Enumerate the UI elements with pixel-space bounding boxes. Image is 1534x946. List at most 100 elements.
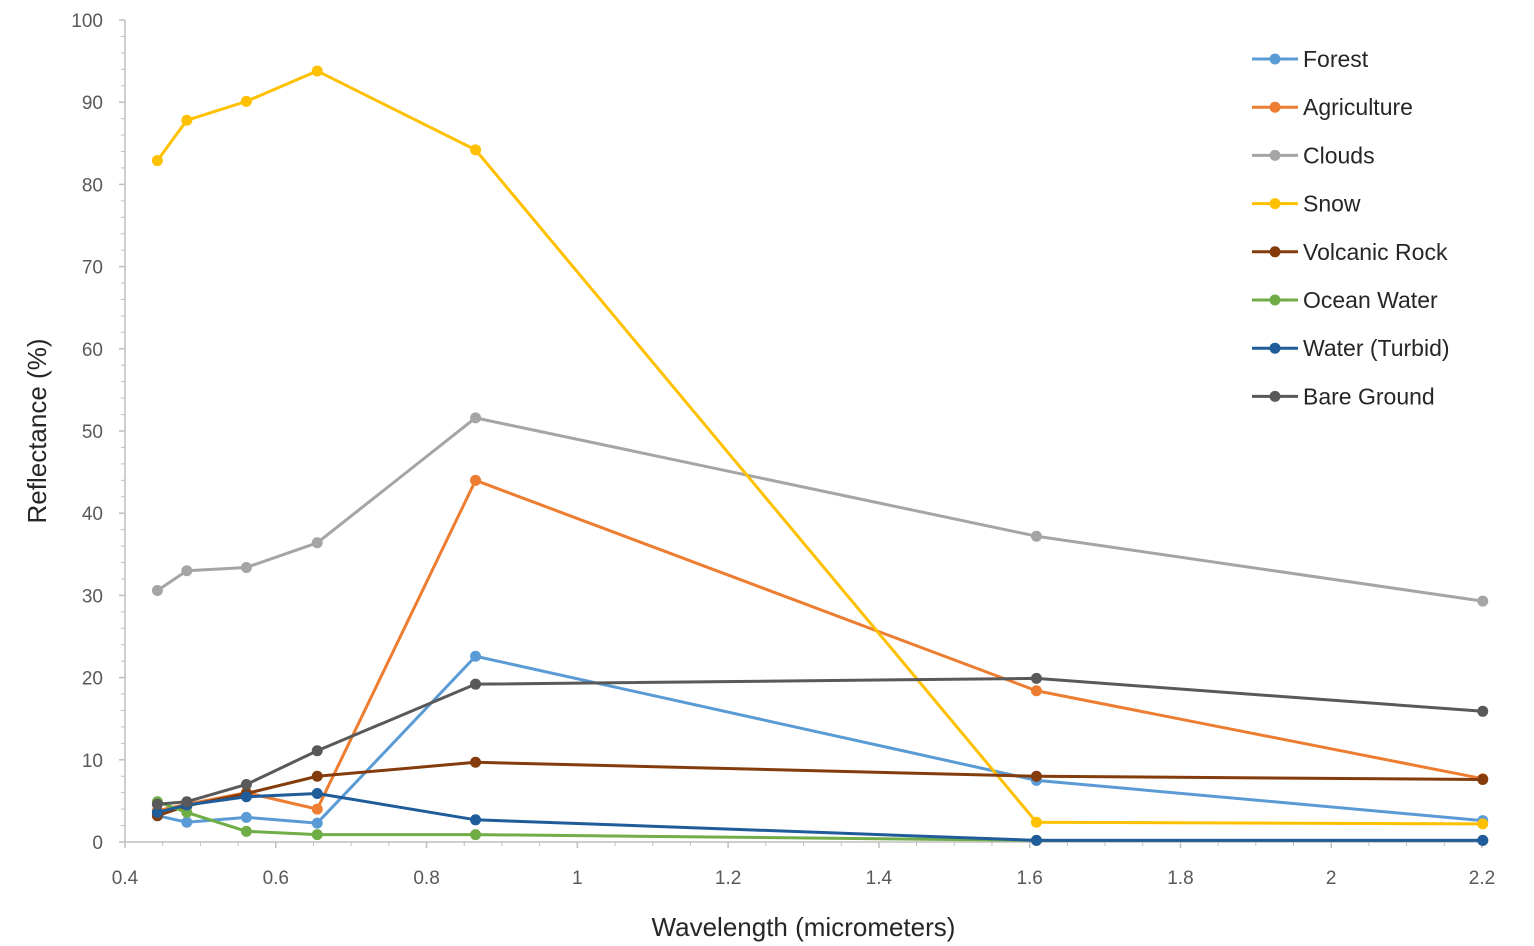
axes-layer: 0 10 20 30 40 50 60 70 80 90 100 0.4 0.6 0.8 1 1.2 1.4 1.… bbox=[71, 11, 1495, 889]
legend-label-agriculture: Agriculture bbox=[1303, 94, 1413, 120]
legend-label-ocean-water: Ocean Water bbox=[1303, 287, 1438, 313]
data-point-snow bbox=[181, 114, 193, 126]
data-point-bare-ground bbox=[181, 796, 193, 808]
y-tick-label: 10 bbox=[82, 751, 103, 772]
x-tick-label: 1 bbox=[572, 868, 583, 889]
data-point-forest bbox=[181, 816, 193, 828]
data-point-snow bbox=[1477, 818, 1489, 830]
data-point-bare-ground bbox=[151, 798, 163, 810]
data-point-volcanic-rock bbox=[470, 756, 482, 768]
series-line-snow bbox=[156, 69, 1483, 826]
series-bare-ground bbox=[151, 672, 1489, 810]
data-point-bare-ground bbox=[470, 678, 482, 690]
legend: Forest Agriculture Clouds Snow Volcanic Rock… bbox=[1252, 46, 1450, 409]
legend-swatch-marker bbox=[1269, 246, 1281, 258]
y-axis-title: Reflectance (%) bbox=[22, 339, 52, 524]
y-tick-label: 90 bbox=[82, 93, 103, 114]
legend-label-snow: Snow bbox=[1303, 191, 1361, 217]
y-tick-label: 50 bbox=[82, 422, 103, 443]
data-point-bare-ground bbox=[1030, 672, 1042, 684]
x-tick-label: 1.2 bbox=[715, 868, 741, 889]
legend-item-volcanic-rock: Volcanic Rock bbox=[1252, 239, 1448, 265]
legend-item-forest: Forest bbox=[1252, 46, 1369, 72]
x-tick-label: 2.2 bbox=[1469, 868, 1495, 889]
y-tick-label: 80 bbox=[82, 175, 103, 196]
data-point-water-turbid bbox=[311, 788, 323, 800]
x-tick-label: 0.6 bbox=[263, 868, 289, 889]
data-point-agriculture bbox=[470, 474, 482, 486]
data-point-bare-ground bbox=[311, 745, 323, 757]
legend-swatch-marker bbox=[1269, 342, 1281, 354]
y-tick-label: 30 bbox=[82, 586, 103, 607]
series-line-volcanic-rock bbox=[156, 760, 1483, 818]
data-point-forest bbox=[240, 811, 252, 823]
data-point-snow bbox=[151, 155, 163, 167]
data-point-water-turbid bbox=[151, 806, 163, 818]
data-point-snow bbox=[1030, 816, 1042, 828]
data-point-forest bbox=[470, 650, 482, 662]
data-point-clouds bbox=[240, 561, 252, 573]
data-point-water-turbid bbox=[240, 791, 252, 803]
series-volcanic-rock bbox=[151, 756, 1489, 822]
legend-label-clouds: Clouds bbox=[1303, 142, 1375, 168]
data-point-snow bbox=[311, 65, 323, 77]
x-axis-title: Wavelength (micrometers) bbox=[652, 912, 956, 942]
y-tick-label: 60 bbox=[82, 340, 103, 361]
x-tick-label: 0.8 bbox=[413, 868, 439, 889]
legend-item-agriculture: Agriculture bbox=[1252, 94, 1413, 120]
data-point-snow bbox=[240, 95, 252, 107]
data-point-ocean-water bbox=[470, 829, 482, 841]
data-point-water-turbid bbox=[1477, 834, 1489, 846]
legend-item-ocean-water: Ocean Water bbox=[1252, 287, 1438, 313]
series-line-ocean-water bbox=[156, 800, 1483, 842]
x-tick-label: 1.4 bbox=[866, 868, 893, 889]
x-tick-label: 1.6 bbox=[1016, 868, 1042, 889]
data-point-volcanic-rock bbox=[1030, 770, 1042, 782]
data-point-volcanic-rock bbox=[311, 770, 323, 782]
data-point-clouds bbox=[151, 584, 163, 596]
x-tick-label: 0.4 bbox=[112, 868, 139, 889]
legend-swatch-marker bbox=[1269, 294, 1281, 306]
legend-swatch-marker bbox=[1269, 198, 1281, 210]
y-tick-label: 40 bbox=[82, 504, 103, 525]
series-clouds bbox=[151, 412, 1489, 607]
data-point-ocean-water bbox=[240, 825, 252, 837]
legend-swatch-marker bbox=[1269, 149, 1281, 161]
data-point-clouds bbox=[181, 565, 193, 577]
data-point-bare-ground bbox=[1477, 705, 1489, 717]
data-point-volcanic-rock bbox=[1477, 774, 1489, 786]
legend-swatch-marker bbox=[1269, 101, 1281, 113]
legend-swatch-marker bbox=[1269, 390, 1281, 402]
legend-label-bare-ground: Bare Ground bbox=[1303, 383, 1435, 409]
data-point-clouds bbox=[1030, 530, 1042, 542]
series-line-clouds bbox=[156, 416, 1483, 603]
series-snow bbox=[151, 65, 1489, 830]
data-point-forest bbox=[311, 817, 323, 829]
legend-swatch-marker bbox=[1269, 53, 1281, 65]
data-point-clouds bbox=[311, 537, 323, 549]
y-tick-label: 70 bbox=[82, 258, 103, 279]
series-agriculture bbox=[151, 474, 1489, 817]
legend-item-snow: Snow bbox=[1252, 191, 1361, 217]
y-tick-label: 20 bbox=[82, 669, 103, 690]
y-tick-label: 0 bbox=[92, 833, 103, 854]
data-point-water-turbid bbox=[1030, 834, 1042, 846]
data-point-ocean-water bbox=[311, 829, 323, 841]
legend-item-clouds: Clouds bbox=[1252, 142, 1375, 168]
legend-label-forest: Forest bbox=[1303, 46, 1369, 72]
series-line-bare-ground bbox=[157, 676, 1483, 806]
x-tick-label: 1.8 bbox=[1167, 868, 1193, 889]
data-point-snow bbox=[470, 144, 482, 156]
series-layer bbox=[151, 65, 1489, 846]
legend-item-bare-ground: Bare Ground bbox=[1252, 383, 1435, 409]
data-point-water-turbid bbox=[470, 814, 482, 826]
legend-item-water-turbid: Water (Turbid) bbox=[1252, 335, 1450, 361]
data-point-clouds bbox=[470, 412, 482, 424]
data-point-agriculture bbox=[1030, 685, 1042, 697]
legend-label-volcanic-rock: Volcanic Rock bbox=[1303, 239, 1448, 265]
legend-label-water-turbid: Water (Turbid) bbox=[1303, 335, 1450, 361]
x-tick-label: 2 bbox=[1326, 868, 1337, 889]
series-line-agriculture bbox=[157, 478, 1484, 813]
